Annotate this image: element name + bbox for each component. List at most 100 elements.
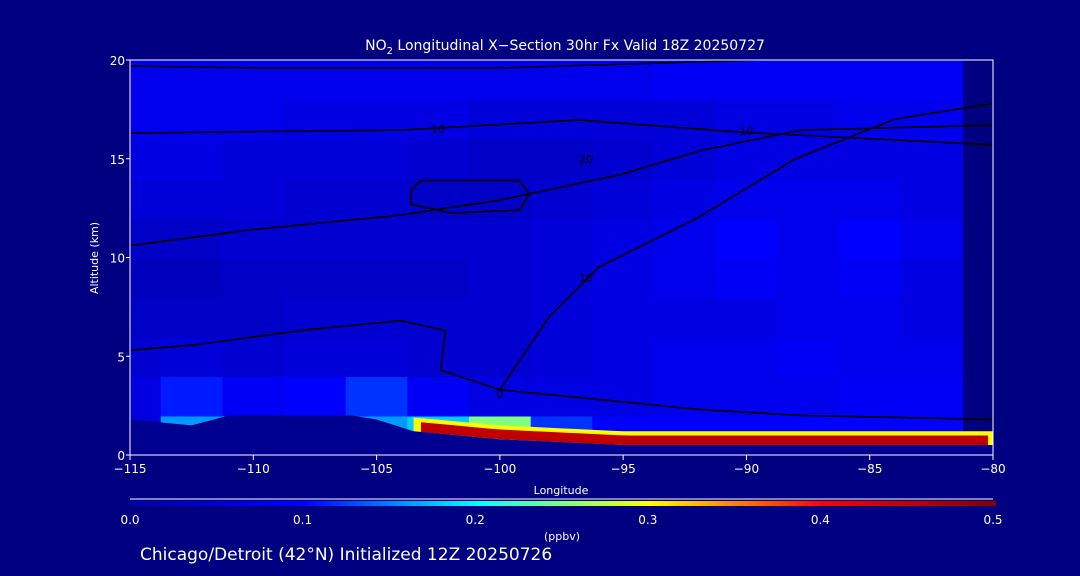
field-cell xyxy=(592,297,655,338)
field-cell xyxy=(130,218,162,259)
contour-line xyxy=(130,319,993,421)
field-cell xyxy=(160,178,224,219)
colorbar-tick-label: 0.0 xyxy=(120,513,139,527)
field-cell xyxy=(777,336,840,377)
field-cell xyxy=(592,336,655,377)
contour-label: 20 xyxy=(579,153,593,166)
chart-title: NO2 Longitudinal X−Section 30hr Fx Valid… xyxy=(365,38,765,57)
field-cell xyxy=(900,297,964,338)
field-cell xyxy=(469,218,532,259)
field-cell xyxy=(530,336,594,377)
field-cell xyxy=(900,178,964,219)
title-prefix: NO xyxy=(365,38,387,54)
field-cell xyxy=(530,139,594,180)
field-cell xyxy=(838,376,902,417)
field-cell xyxy=(653,336,717,377)
field-cell xyxy=(284,139,347,180)
x-tick-label: −80 xyxy=(980,462,1005,476)
field-cell xyxy=(222,376,286,417)
field-cell xyxy=(469,257,532,298)
field-cell xyxy=(653,257,717,298)
field-cell xyxy=(160,99,224,140)
colorbar-tick-label: 0.5 xyxy=(983,513,1002,527)
contour-lines: 10 20 10 0 10 xyxy=(130,60,993,421)
field-cell xyxy=(222,257,286,298)
field-cell xyxy=(345,257,409,298)
field-cell xyxy=(592,139,655,180)
field-cell xyxy=(160,139,224,180)
field-cell xyxy=(777,60,840,101)
contour-line xyxy=(130,119,993,146)
concentration-field xyxy=(130,60,993,455)
field-cell xyxy=(715,257,779,298)
field-cell xyxy=(777,218,840,259)
contour-label: 10 xyxy=(579,271,593,284)
x-tick-label: −100 xyxy=(483,462,516,476)
colorbar-unit-label: (ppbv) xyxy=(544,530,580,543)
field-cell xyxy=(160,376,224,417)
colorbar-ticks: 0.0 0.1 0.2 0.3 0.4 0.5 xyxy=(120,513,1002,527)
field-cell xyxy=(284,257,347,298)
field-cell xyxy=(345,139,409,180)
x-tick-label: −90 xyxy=(734,462,759,476)
field-cell xyxy=(900,336,964,377)
field-cell xyxy=(130,336,162,377)
field-cell xyxy=(653,297,717,338)
field-cell xyxy=(130,376,162,417)
field-cell xyxy=(222,297,286,338)
field-cell xyxy=(653,139,717,180)
field-cell xyxy=(469,99,532,140)
surface-layer xyxy=(420,422,989,446)
field-cell xyxy=(345,297,409,338)
x-tick-label: −85 xyxy=(857,462,882,476)
field-cell xyxy=(592,99,655,140)
field-cell xyxy=(530,257,594,298)
field-cell xyxy=(777,376,840,417)
colorbar-tick-label: 0.4 xyxy=(811,513,830,527)
field-cell xyxy=(469,139,532,180)
field-cell xyxy=(777,297,840,338)
field-cell xyxy=(838,336,902,377)
field-cell xyxy=(284,99,347,140)
contour-label: 10 xyxy=(739,125,753,138)
field-cell xyxy=(407,99,471,140)
field-cell xyxy=(222,139,286,180)
field-cell xyxy=(838,178,902,219)
field-cell xyxy=(222,60,286,101)
field-cell xyxy=(838,297,902,338)
contour-label: 10 xyxy=(431,123,445,136)
title-rest: Longitudinal X−Section 30hr Fx Valid 18Z… xyxy=(393,38,765,54)
field-cell xyxy=(900,257,964,298)
field-cell xyxy=(530,178,594,219)
field-cell xyxy=(222,178,286,219)
field-cell xyxy=(715,336,779,377)
field-cell xyxy=(838,257,902,298)
y-tick-label: 20 xyxy=(110,54,125,68)
field-cell xyxy=(345,376,409,417)
field-cell xyxy=(222,218,286,259)
field-cell xyxy=(130,297,162,338)
y-axis-label: Altitude (km) xyxy=(88,222,101,294)
field-cell xyxy=(900,376,964,417)
field-cell xyxy=(653,178,717,219)
terrain xyxy=(130,415,993,455)
field-cell xyxy=(222,336,286,377)
field-cell xyxy=(160,257,224,298)
field-cell xyxy=(284,376,347,417)
field-cell xyxy=(284,336,347,377)
field-cell xyxy=(130,257,162,298)
field-cell xyxy=(592,376,655,417)
field-cell xyxy=(407,139,471,180)
field-cell xyxy=(900,99,964,140)
field-cell xyxy=(345,60,409,101)
field-cell xyxy=(345,178,409,219)
field-cell xyxy=(345,336,409,377)
field-cell xyxy=(284,178,347,219)
field-cell xyxy=(407,218,471,259)
field-cell xyxy=(900,60,964,101)
field-cell xyxy=(715,297,779,338)
field-cell xyxy=(345,99,409,140)
field-cell xyxy=(469,297,532,338)
x-tick-label: −110 xyxy=(237,462,270,476)
